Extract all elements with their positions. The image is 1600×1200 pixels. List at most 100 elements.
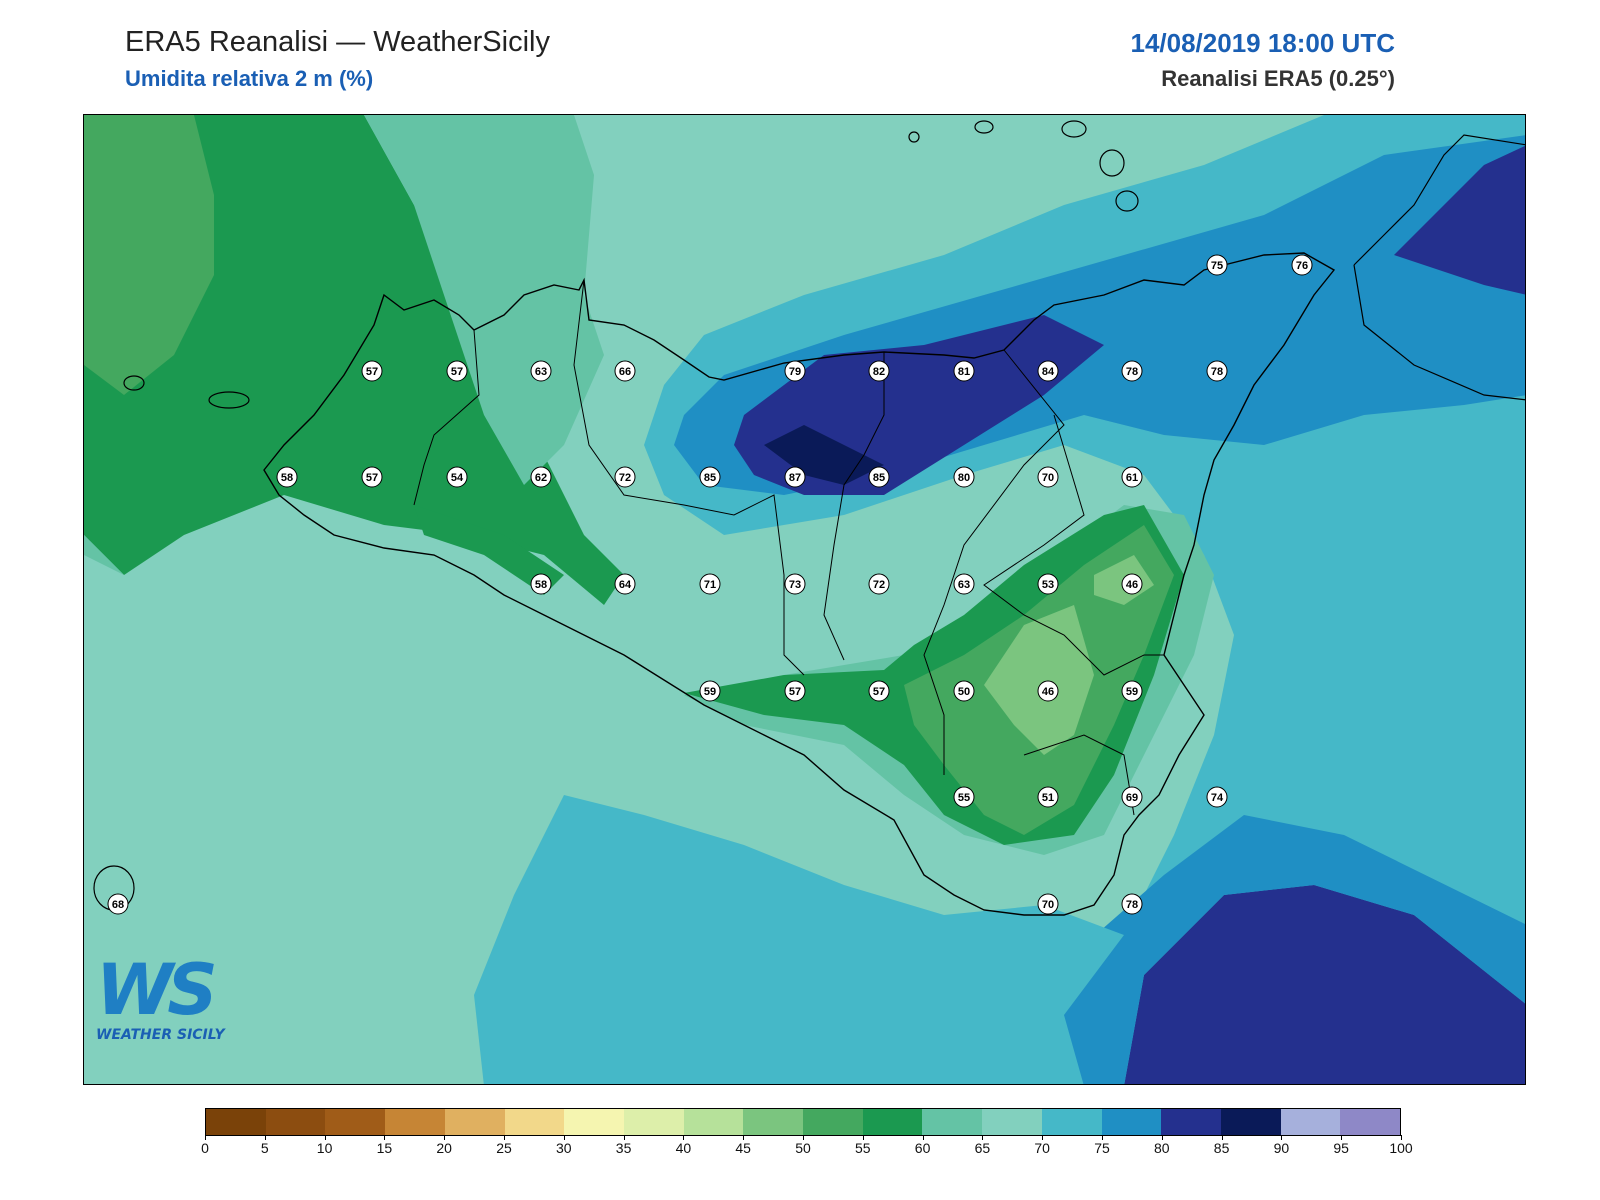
station-value: 64 bbox=[619, 579, 632, 591]
colorbar-tick-mark bbox=[982, 1135, 984, 1140]
station-circle bbox=[699, 680, 721, 702]
station-marker: 71 bbox=[699, 573, 721, 595]
station-circle bbox=[1206, 360, 1228, 382]
colorbar-segment bbox=[1101, 1109, 1162, 1135]
station-circle bbox=[784, 360, 806, 382]
colorbar-tick-mark bbox=[803, 1135, 804, 1140]
colorbar-segment bbox=[982, 1109, 1042, 1135]
station-circle bbox=[1121, 786, 1143, 808]
station-value: 70 bbox=[1042, 899, 1054, 911]
colorbar-tick-mark bbox=[683, 1135, 685, 1140]
colorbar-tick-label: 10 bbox=[316, 1140, 333, 1156]
calabria-coastline bbox=[1353, 134, 1525, 266]
station-marker: 62 bbox=[530, 466, 552, 488]
station-circle bbox=[446, 466, 468, 488]
contour-55-60-sw bbox=[414, 505, 564, 595]
station-circle bbox=[1121, 893, 1143, 915]
station-value: 63 bbox=[958, 579, 970, 591]
station-circle bbox=[1121, 573, 1143, 595]
island-ustica bbox=[908, 131, 920, 143]
station-marker: 76 bbox=[1291, 254, 1313, 276]
logo-name: WEATHER SICILY bbox=[96, 1027, 225, 1043]
station-circle bbox=[868, 466, 890, 488]
colorbar-tick-label: 60 bbox=[914, 1140, 931, 1156]
colorbar-segment bbox=[564, 1109, 624, 1135]
station-value: 76 bbox=[1296, 260, 1308, 272]
station-marker: 78 bbox=[1121, 360, 1143, 382]
colorbar bbox=[205, 1108, 1401, 1136]
station-value: 75 bbox=[1211, 260, 1223, 272]
station-marker: 87 bbox=[784, 466, 806, 488]
station-marker: 69 bbox=[1121, 786, 1143, 808]
colorbar-segment bbox=[1161, 1109, 1221, 1135]
station-marker: 46 bbox=[1037, 680, 1059, 702]
station-value: 55 bbox=[958, 792, 970, 804]
station-marker: 53 bbox=[1037, 573, 1059, 595]
island-salina bbox=[1099, 149, 1125, 177]
station-circle bbox=[1037, 360, 1059, 382]
station-marker: 85 bbox=[699, 466, 721, 488]
station-circle bbox=[1206, 254, 1228, 276]
station-marker: 70 bbox=[1037, 893, 1059, 915]
station-circle bbox=[361, 360, 383, 382]
island-lipari bbox=[1115, 190, 1139, 212]
station-marker: 75 bbox=[1206, 254, 1228, 276]
station-marker: 78 bbox=[1206, 360, 1228, 382]
map-canvas: 57 57 63 66 79 82 81 84 78 78 58 57 54 62 72 85 87 85 80 70… bbox=[84, 115, 1525, 1084]
station-value: 46 bbox=[1126, 579, 1138, 591]
station-circle bbox=[953, 466, 975, 488]
colorbar-tick-mark bbox=[1401, 1135, 1402, 1140]
station-circle bbox=[1206, 786, 1228, 808]
station-circle bbox=[530, 466, 552, 488]
station-value: 68 bbox=[112, 899, 124, 911]
colorbar-tick-mark bbox=[922, 1135, 924, 1140]
colorbar-segment bbox=[385, 1109, 445, 1135]
station-value: 59 bbox=[704, 686, 716, 698]
station-circle bbox=[699, 573, 721, 595]
colorbar-tick-label: 35 bbox=[615, 1140, 632, 1156]
station-values: 57 57 63 66 79 82 81 84 78 78 58 57 54 62 72 85 87 85 80 70… bbox=[107, 254, 1313, 915]
station-circle bbox=[1037, 466, 1059, 488]
colorbar-tick-label: 15 bbox=[376, 1140, 393, 1156]
island-marettimo bbox=[123, 375, 145, 391]
colorbar-tick-mark bbox=[563, 1135, 565, 1140]
province-border bbox=[1023, 734, 1135, 816]
colorbar-tick-mark bbox=[1221, 1135, 1223, 1140]
station-marker: 78 bbox=[1121, 893, 1143, 915]
station-value: 66 bbox=[619, 366, 631, 378]
province-border bbox=[413, 329, 480, 506]
station-value: 84 bbox=[1042, 366, 1055, 378]
contour-45-50-a bbox=[984, 605, 1094, 755]
colorbar-segment bbox=[1220, 1109, 1281, 1135]
colorbar-ticks: 0 5 10 15 20 25 30 35 40 45 50 55 60 65 70 75 80 85 90 95 10… bbox=[201, 1135, 1413, 1160]
station-marker: 50 bbox=[953, 680, 975, 702]
colorbar-tick-label: 45 bbox=[735, 1140, 751, 1156]
station-value: 62 bbox=[535, 472, 547, 484]
colorbar-tick-label: 75 bbox=[1094, 1140, 1110, 1156]
contour-60-65-n bbox=[364, 115, 604, 485]
station-circle bbox=[1121, 360, 1143, 382]
colorbar-tick-mark bbox=[324, 1135, 326, 1140]
station-circle bbox=[107, 893, 129, 915]
station-value: 57 bbox=[366, 366, 378, 378]
station-circle bbox=[868, 360, 890, 382]
station-circle bbox=[1121, 466, 1143, 488]
station-marker: 79 bbox=[784, 360, 806, 382]
station-value: 73 bbox=[789, 579, 801, 591]
colorbar-tick-label: 0 bbox=[201, 1140, 209, 1156]
colorbar-segment bbox=[206, 1109, 266, 1135]
colorbar-tick-label: 70 bbox=[1034, 1140, 1050, 1156]
station-value: 57 bbox=[789, 686, 801, 698]
logo-initials: WS bbox=[96, 949, 218, 1031]
station-value: 58 bbox=[535, 579, 547, 591]
station-marker: 61 bbox=[1121, 466, 1143, 488]
humidity-map: 57 57 63 66 79 82 81 84 78 78 58 57 54 62 72 85 87 85 80 70… bbox=[83, 114, 1526, 1085]
colorbar-segment bbox=[504, 1109, 565, 1135]
island-alicudi bbox=[974, 120, 994, 134]
station-circle bbox=[953, 786, 975, 808]
station-value: 54 bbox=[451, 472, 464, 484]
station-value: 58 bbox=[281, 472, 293, 484]
station-circle bbox=[614, 360, 636, 382]
contour-55-60 bbox=[84, 115, 624, 605]
datetime-label: 14/08/2019 18:00 UTC bbox=[1130, 28, 1395, 58]
